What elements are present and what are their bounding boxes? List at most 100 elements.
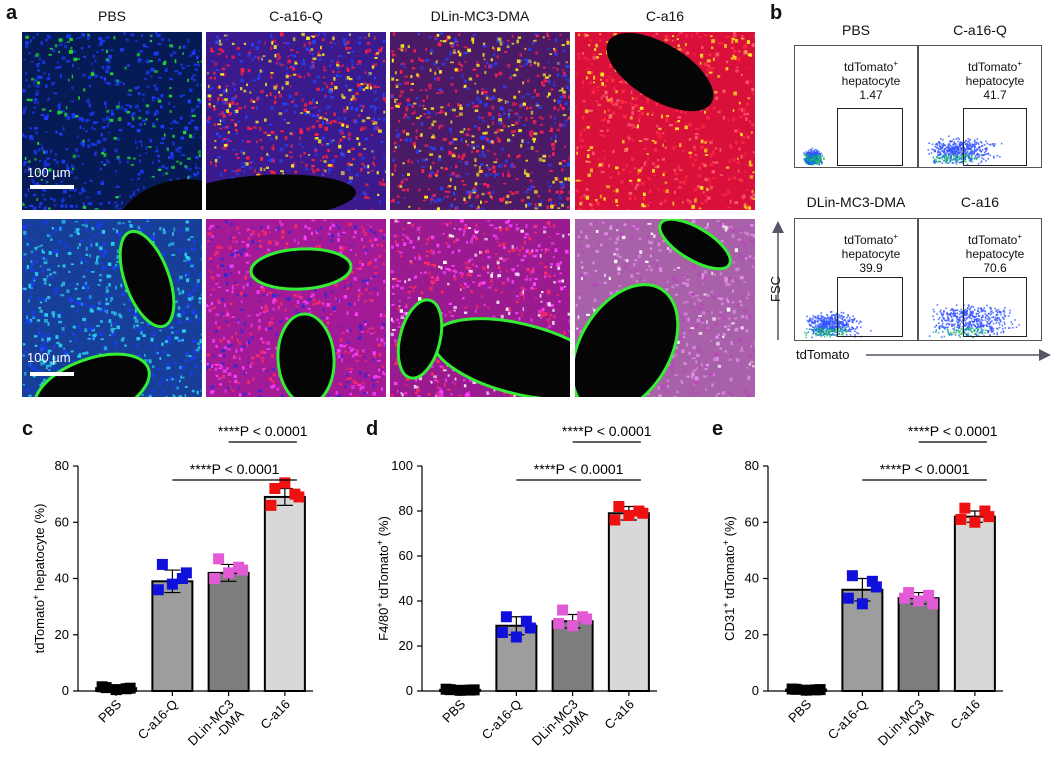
data-point (440, 683, 452, 695)
gate-label-sup: + (893, 59, 899, 68)
flow-title-ca16: C-a16 (960, 194, 1000, 210)
microscopy-image-dlin-row2 (390, 219, 570, 397)
y-axis-label-part: + (721, 540, 731, 545)
data-point (454, 684, 466, 696)
flow-axes-arrows (772, 221, 1051, 361)
flow-gate-pbs (837, 108, 903, 166)
flow-gate-ca16q (963, 108, 1027, 166)
gate-label-text: tdTomato (843, 233, 894, 247)
y-axis-label-part: CD31 (722, 608, 737, 641)
data-point (979, 505, 991, 517)
y-axis-label-part: hepatocyte (%) (32, 504, 47, 595)
bar (207, 571, 250, 692)
y-axis-label-part: tdTomato (32, 600, 47, 653)
bar (551, 620, 594, 692)
x-tick-label: PBS (785, 696, 814, 725)
y-tick-label: 0 (62, 683, 69, 698)
flow-gate-dlin (837, 277, 903, 337)
data-point (923, 589, 935, 601)
gate-label-text: tdTomato (843, 60, 894, 74)
gate-value: 41.7 (983, 88, 1007, 102)
gate-label-sup: + (1017, 232, 1023, 241)
data-point (553, 618, 565, 629)
data-point (913, 595, 925, 607)
flow-title-ca16q: C-a16-Q (953, 22, 1007, 38)
sig-label: ****P < 0.0001 (218, 423, 308, 439)
flow-ylabel: FSC (768, 276, 783, 302)
sig-label: ****P < 0.0001 (908, 423, 998, 439)
data-point (96, 681, 108, 693)
x-tick-label: C-a16-Q (479, 697, 525, 743)
flow-gate-label-dlin: tdTomato+ hepatocyte 39.9 (831, 230, 911, 275)
data-point (180, 567, 192, 579)
y-tick-label: 60 (55, 514, 69, 529)
scale-label-bottom: 100 µm (27, 350, 71, 365)
gate-value: 1.47 (859, 88, 883, 102)
microscopy-image-ca16q-row1 (206, 32, 386, 210)
data-point (237, 564, 249, 576)
flow-xlabel: tdTomato (796, 347, 850, 362)
x-tick-label: DLin-MC3-DMA (875, 696, 937, 758)
y-tick-label: 80 (745, 458, 759, 473)
y-tick-label: 20 (55, 627, 69, 642)
x-tick-label: C-a16-Q (135, 697, 181, 743)
flow-title-dlin: DLin-MC3-DMA (806, 194, 906, 210)
data-point (866, 575, 878, 587)
data-point (955, 513, 967, 525)
data-point (468, 684, 480, 696)
y-tick-label: 40 (745, 571, 759, 586)
data-point (557, 604, 569, 616)
data-point (166, 578, 178, 590)
panel-c-letter: c (22, 418, 34, 440)
data-point (903, 587, 915, 599)
gate-label-sub: hepatocyte (965, 247, 1025, 261)
flow-plot-dlin: tdTomato+ hepatocyte 39.9 (794, 218, 918, 341)
data-point (846, 570, 858, 582)
y-tick-label: 60 (745, 514, 759, 529)
bar (607, 512, 650, 692)
data-point (814, 684, 826, 696)
bar (953, 515, 996, 692)
sig-label: ****P < 0.0001 (190, 461, 280, 477)
bar (897, 597, 940, 692)
y-axis-label-part: tdTomato (722, 545, 737, 602)
flow-gate-label-ca16: tdTomato+ hepatocyte 70.6 (955, 230, 1035, 275)
x-tick-label: C-a16 (947, 697, 983, 733)
gate-value: 39.9 (859, 261, 883, 275)
data-point (496, 627, 508, 638)
x-tick-label: PBS (439, 696, 468, 725)
flow-plot-ca16: tdTomato+ hepatocyte 70.6 (918, 218, 1042, 341)
flow-gate-ca16 (963, 277, 1027, 337)
y-axis-label-part: + (721, 602, 731, 607)
x-tick-label: DLin-MC3-DMA (185, 696, 247, 758)
y-tick-label: 60 (399, 548, 413, 563)
data-point (152, 584, 164, 596)
panel-d-letter: d (366, 418, 379, 440)
y-axis-label-part: (%) (722, 516, 737, 540)
chart-c: 0 20 40 60 80 tdTomato+ hepatocyte (%) PBS C-a1… (31, 423, 313, 758)
data-point (623, 510, 635, 521)
data-point (983, 511, 995, 523)
gate-label-sub: hepatocyte (841, 74, 901, 88)
flow-plot-ca16q: tdTomato+ hepatocyte 41.7 (918, 45, 1042, 168)
data-point (213, 553, 225, 565)
data-point (613, 501, 625, 512)
data-point (899, 592, 911, 604)
sig-label: ****P < 0.0001 (880, 461, 970, 477)
panel-a-title-ca16q: C-a16-Q (269, 8, 323, 24)
y-axis-label-part: (%) (376, 516, 391, 540)
data-point (524, 622, 536, 634)
y-tick-label: 0 (406, 683, 413, 698)
x-tick-label: C-a16-Q (825, 697, 871, 743)
data-point (223, 567, 235, 579)
microscopy-image-pbs-row1 (22, 32, 202, 210)
scale-label-top: 100 µm (27, 165, 71, 180)
microscopy-image-ca16-row2 (575, 219, 755, 397)
y-tick-label: 0 (752, 683, 759, 698)
data-point (500, 611, 512, 623)
data-point (520, 615, 532, 627)
sig-label: ****P < 0.0001 (534, 461, 624, 477)
gate-label-sup: + (1017, 59, 1023, 68)
